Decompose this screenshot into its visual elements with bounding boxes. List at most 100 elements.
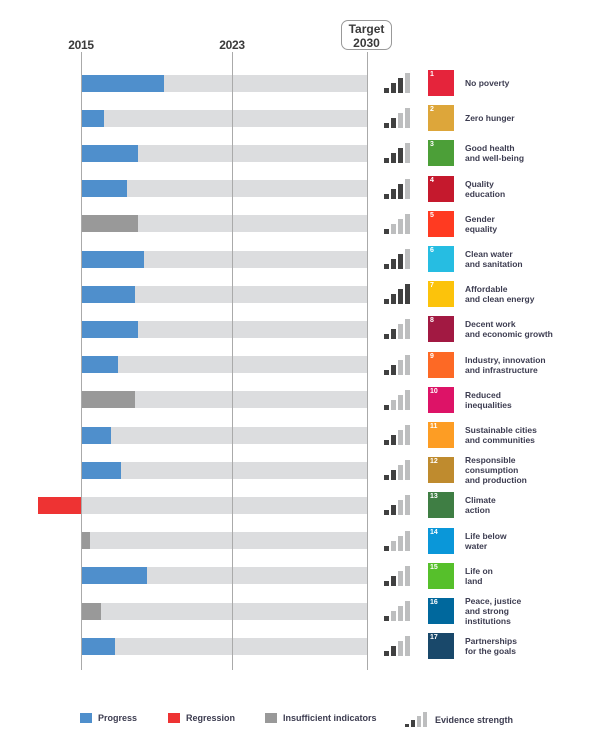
target-2030-label: Target 2030	[341, 20, 392, 50]
legend-label: Regression	[186, 713, 236, 723]
evidence-bar	[391, 294, 396, 305]
evidence-strength-icon	[384, 354, 412, 375]
evidence-bar	[405, 249, 410, 269]
bar-track	[81, 426, 367, 444]
goal-label: Affordable and clean energy	[465, 284, 535, 305]
evidence-bar	[405, 601, 410, 621]
evidence-strength-icon	[384, 143, 412, 164]
bar-track	[81, 320, 367, 338]
evidence-bar	[384, 404, 389, 410]
legend-swatch	[80, 713, 92, 723]
sdg-goal-icon: 12	[428, 457, 454, 484]
evidence-bar	[405, 108, 410, 129]
bar-track	[81, 109, 367, 127]
evidence-bar	[405, 565, 410, 586]
gridline-2030	[367, 52, 368, 670]
evidence-strength-icon	[384, 284, 412, 305]
legend-item-evidence: Evidence strength	[405, 712, 513, 727]
evidence-bar	[384, 440, 389, 445]
evidence-bar	[391, 540, 396, 551]
bar-insufficient	[81, 532, 90, 550]
evidence-bar	[405, 389, 410, 410]
evidence-bar	[384, 651, 389, 657]
evidence-bar	[391, 470, 396, 481]
sdg-goal-icon: 11	[428, 422, 454, 448]
bar-track	[81, 356, 367, 374]
evidence-bar	[398, 359, 403, 375]
bar-track	[81, 250, 367, 268]
sdg-goal-icon: 9	[428, 351, 454, 378]
evidence-bar	[384, 334, 389, 340]
evidence-bar	[391, 153, 396, 164]
evidence-bar	[384, 299, 389, 305]
bar-progress	[81, 567, 147, 585]
evidence-bar	[391, 259, 396, 269]
evidence-bar	[405, 354, 410, 375]
bar-progress	[81, 180, 127, 198]
evidence-bar	[384, 616, 389, 621]
evidence-bar	[398, 324, 403, 340]
sdg-goal-icon: 7	[428, 281, 454, 308]
bar-insufficient	[81, 391, 136, 409]
evidence-strength-icon	[384, 425, 412, 445]
evidence-bar	[384, 369, 389, 375]
legend-label: Progress	[98, 713, 138, 723]
sdg-goal-icon: 3	[428, 140, 454, 167]
bar-track	[81, 602, 367, 620]
evidence-bar	[384, 545, 389, 551]
evidence-strength-icon	[384, 636, 412, 657]
sdg-goal-icon: 6	[428, 246, 454, 272]
bar-track	[81, 532, 367, 550]
gridline-2015	[81, 52, 82, 670]
evidence-bar	[398, 430, 403, 445]
evidence-strength-icon	[384, 601, 412, 621]
evidence-bar	[398, 218, 403, 234]
evidence-strength-icon	[384, 495, 412, 516]
goal-label: Industry, innovation and infrastructure	[465, 354, 546, 375]
evidence-bar	[384, 158, 389, 164]
sdg-goal-icon: 14	[428, 527, 454, 554]
evidence-bar	[391, 364, 396, 375]
bar-track	[81, 391, 367, 409]
evidence-bar	[391, 646, 396, 657]
evidence-bar	[384, 580, 389, 586]
evidence-bar	[398, 254, 403, 269]
bar-progress	[81, 320, 139, 338]
evidence-bar	[384, 193, 389, 199]
evidence-bar	[391, 83, 396, 93]
evidence-bar	[398, 570, 403, 586]
evidence-bar	[391, 399, 396, 410]
sdg-goal-icon: 4	[428, 175, 454, 202]
bar-progress	[81, 461, 122, 479]
sdg-goal-icon: 1	[428, 70, 454, 96]
evidence-bar	[405, 495, 410, 516]
goal-label: Zero hunger	[465, 113, 515, 124]
evidence-bar	[391, 118, 396, 129]
sdg-goal-icon: 16	[428, 598, 454, 624]
bar-insufficient	[81, 602, 102, 620]
evidence-bar	[398, 394, 403, 410]
evidence-strength-icon	[384, 73, 412, 93]
legend-item-insufficient: Insufficient indicators	[265, 713, 377, 723]
axis-label-2023: 2023	[219, 38, 245, 52]
evidence-bar	[384, 123, 389, 129]
sdg-goal-icon: 13	[428, 492, 454, 519]
goal-label: Partnerships for the goals	[465, 636, 517, 657]
evidence-bar	[398, 465, 403, 481]
bar-progress	[81, 109, 104, 127]
axis-label-2015: 2015	[68, 38, 94, 52]
goal-label: Gender equality	[465, 213, 498, 234]
evidence-bar	[398, 606, 403, 621]
evidence-bar	[391, 505, 396, 516]
goal-label: Decent work and economic growth	[465, 319, 553, 340]
evidence-bar	[398, 78, 403, 93]
bar-track	[81, 285, 367, 303]
gridline-2023	[232, 52, 233, 670]
evidence-strength-icon	[384, 213, 412, 234]
bar-progress	[81, 74, 164, 92]
evidence-strength-icon	[384, 565, 412, 586]
goal-label: Life below water	[465, 530, 507, 551]
evidence-bar	[398, 183, 403, 199]
evidence-bar	[391, 329, 396, 340]
bar-progress	[81, 285, 136, 303]
